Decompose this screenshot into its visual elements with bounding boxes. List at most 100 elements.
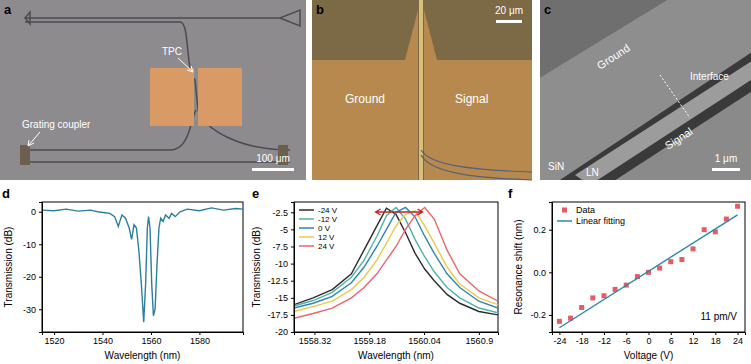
tick: 1520 [45, 332, 65, 346]
tick-mark [479, 332, 480, 335]
y-axis: -20-17.5-15-12.5-10-7.5-5-2.5 [267, 203, 294, 338]
plot-frame [42, 202, 243, 332]
micrograph-b: bGroundSignal20 μm [312, 0, 532, 180]
tick-mark [424, 332, 425, 335]
tick: -12 [598, 332, 611, 346]
tick-mark [291, 229, 294, 230]
legend-entry: -12 V [318, 215, 338, 224]
gap [560, 20, 751, 180]
tick-label: -5 [280, 225, 288, 235]
tick-mark [649, 332, 650, 335]
interface-line [660, 75, 690, 118]
data-point [601, 293, 606, 298]
tick-label: -24 [553, 336, 566, 346]
axis-line [291, 203, 295, 333]
scale-bar [252, 168, 294, 171]
image-background [312, 0, 532, 180]
grating-coupler [20, 145, 30, 165]
tick-mark [738, 332, 739, 335]
tick-mark [291, 212, 294, 213]
tick-mark [291, 246, 294, 247]
y-axis: -30-20-100 [23, 203, 43, 333]
tick: 0 [31, 207, 42, 217]
tick-mark [671, 332, 672, 335]
annotation: 11 pm/V [701, 311, 738, 322]
data-line [294, 207, 498, 308]
tick-mark [199, 332, 200, 335]
legend-entry: Linear fitting [576, 216, 625, 226]
legend-entry: 0 V [318, 224, 331, 233]
tick-mark [582, 332, 583, 335]
panel-label: d [2, 186, 10, 201]
tick-mark [39, 277, 42, 278]
tick-label: -10 [23, 240, 36, 250]
data-point [691, 246, 696, 251]
annotation: Interface [690, 71, 729, 82]
tick-label: -7.5 [272, 242, 288, 252]
legend-swatch [562, 208, 567, 213]
tick: 1560.9 [466, 332, 494, 346]
tick-label: -2.5 [272, 208, 288, 218]
axis-line [39, 203, 43, 333]
x-axis: -24-18-12-606121824 [553, 332, 746, 346]
tick: -10 [23, 240, 42, 250]
tick-mark [291, 315, 294, 316]
legend-swatch [299, 245, 314, 247]
plot-area [294, 207, 498, 318]
tick-label: 0.2 [533, 225, 546, 235]
legend-swatch [557, 220, 572, 222]
axis-line [43, 333, 244, 336]
plot-frame [294, 202, 498, 332]
scale-bar-label: 20 μm [495, 5, 523, 16]
tick: -0.2 [530, 310, 552, 320]
panel-label: b [316, 2, 324, 17]
tick: -5 [280, 225, 294, 235]
tick-label: -6 [623, 336, 631, 346]
tick: -18 [576, 332, 589, 346]
tick-label: 1559.18 [353, 336, 386, 346]
electrode [198, 68, 242, 126]
tick-label: -10 [275, 259, 288, 269]
tick: -24 [553, 332, 566, 346]
tick-label: -12 [598, 336, 611, 346]
annotation: Signal [455, 92, 488, 106]
micrograph-c: cGroundInterfaceSignalSiNLN1 μm [520, 0, 751, 200]
tick-label: 6 [669, 336, 674, 346]
legend: -24 V-12 V0 V12 V24 V [299, 206, 338, 251]
plot-area [42, 208, 243, 322]
tick-label: -0.2 [530, 310, 546, 320]
tick-label: 1560.04 [408, 336, 441, 346]
tick: 1558.32 [299, 332, 332, 346]
tick-label: -18 [576, 336, 589, 346]
data-point [668, 259, 673, 264]
tick-label: 1558.32 [299, 336, 332, 346]
tick-label: 1540 [93, 336, 113, 346]
annotation: SiN [548, 161, 564, 172]
tick-label: -15 [275, 293, 288, 303]
annotation: Ground [595, 42, 632, 72]
tick: -2.5 [272, 208, 294, 218]
tick-mark [54, 332, 55, 335]
panel-label: c [544, 2, 551, 17]
scale-bar-label: 1 μm [715, 153, 737, 164]
arrow [28, 132, 40, 146]
tick: 0.0 [533, 268, 552, 278]
tick: 1559.18 [353, 332, 386, 346]
plot-frame [552, 202, 745, 332]
chart: d1520154015601580-30-20-100Wavelength (n… [2, 186, 244, 361]
waveguide [575, 30, 751, 180]
tick-mark [314, 332, 315, 335]
y-axis-title: Transmission (dB) [251, 227, 262, 308]
tick-mark [369, 332, 370, 335]
tick-label: -12.5 [267, 276, 288, 286]
arrow [178, 58, 193, 72]
tick-label: 12 [689, 336, 699, 346]
panel-label: f [508, 186, 513, 201]
tick-mark [291, 281, 294, 282]
data-point [657, 266, 662, 271]
tick-label: 1580 [190, 336, 210, 346]
tick-label: 0 [31, 207, 36, 217]
electrode [424, 10, 532, 180]
scale-bar [712, 168, 740, 171]
waveguide [419, 0, 423, 180]
